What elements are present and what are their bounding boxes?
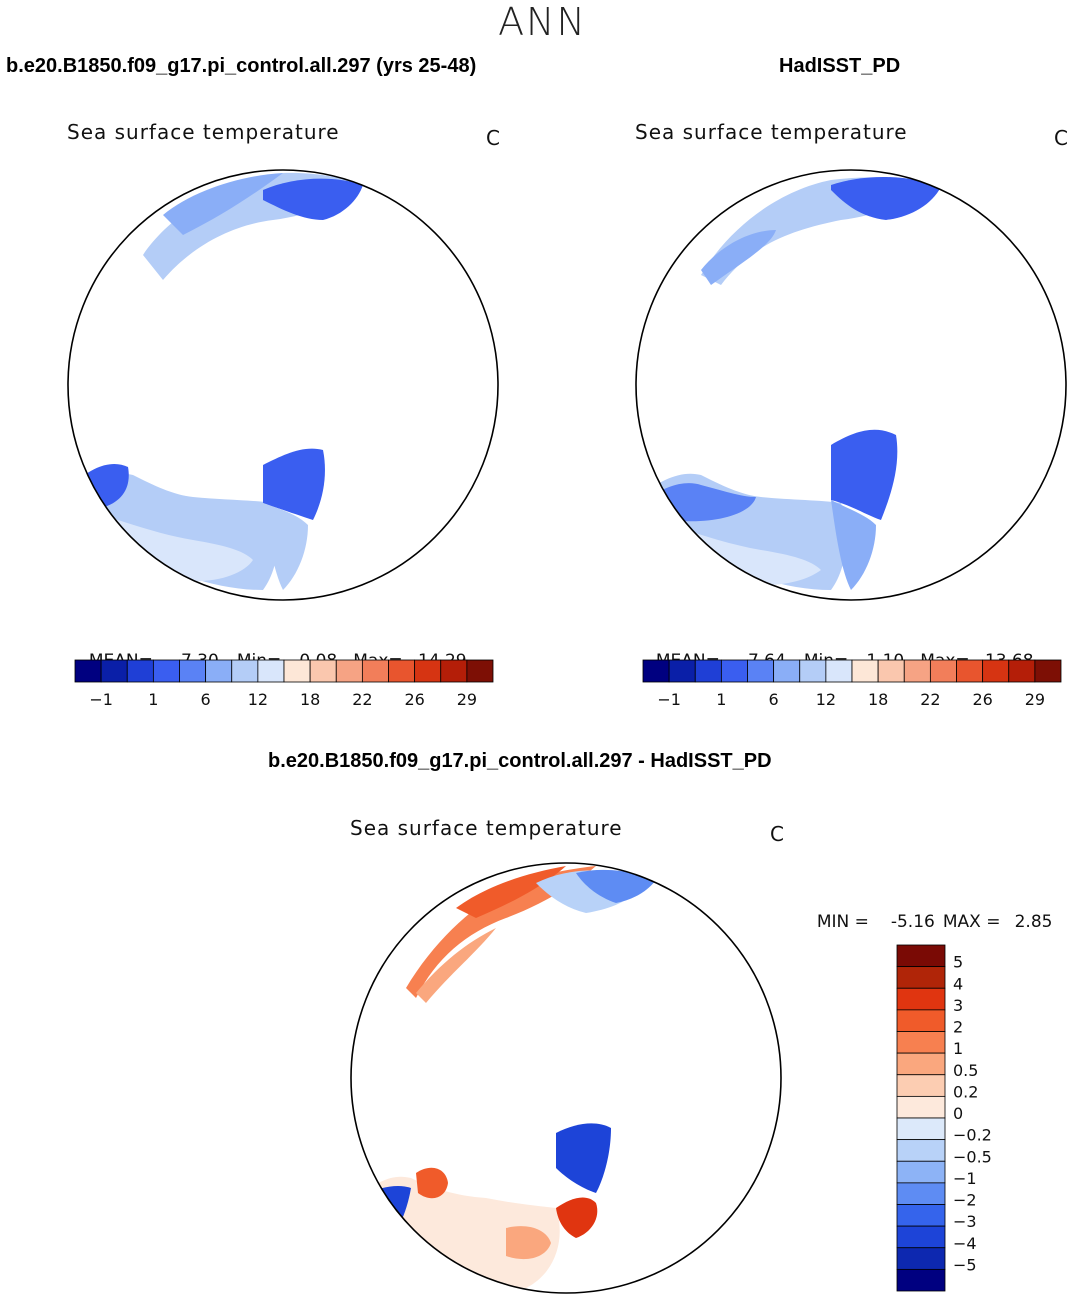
panel-1-colorbar-tick-label: 18 [300, 690, 320, 709]
difference-colorbar-tick-label: 0.5 [953, 1061, 978, 1080]
difference-colorbar-tick-label: −0.5 [953, 1147, 992, 1166]
difference-colorbar-swatch [896, 1139, 946, 1162]
panel-2-colorbar-tick-label: 1 [716, 690, 726, 709]
difference-colorbar-tick-label: 2 [953, 1018, 963, 1037]
panel-2-colorbar-tick-label: 6 [769, 690, 779, 709]
map-boundary [635, 169, 1067, 601]
sst-region [263, 448, 325, 520]
difference-colorbar-tick-label: −0.2 [953, 1126, 992, 1145]
sst-region [416, 1167, 448, 1199]
difference-colorbar-swatch [896, 1095, 946, 1119]
season-title: ANN [498, 0, 587, 44]
panel-2-colorbar-tick-label: −1 [657, 690, 681, 709]
difference-min-max: MIN = -5.16 MAX = 2.85 [806, 892, 1053, 932]
sst-region [576, 869, 656, 903]
difference-colorbar-swatch [896, 1117, 946, 1141]
difference-colorbar-swatch [896, 1268, 946, 1292]
map-boundary [67, 169, 499, 601]
difference-max-label: MAX = [942, 912, 1001, 932]
panel-1-colorbar-swatch [466, 659, 494, 683]
sst-region [831, 176, 941, 220]
difference-colorbar-tick-label: −2 [953, 1191, 977, 1210]
panel-1-colorbar-tick-label: 29 [457, 690, 477, 709]
difference-colorbar-tick-label: 4 [953, 974, 963, 993]
difference-title: b.e20.B1850.f09_g17.pi_control.all.297 -… [268, 750, 772, 772]
difference-colorbar-swatch [896, 987, 946, 1011]
panel-2-colorbar-swatch [1034, 659, 1062, 683]
panel-2-case-title: HadISST_PD [779, 55, 901, 77]
sst-region [556, 1197, 598, 1238]
panel-2-units: C [1054, 126, 1068, 150]
sst-region [831, 429, 898, 520]
panel-2-colorbar-tick-label: 18 [868, 690, 888, 709]
panel-1-colorbar-tick-label: 1 [148, 690, 158, 709]
difference-colorbar-swatch [896, 1182, 946, 1205]
difference-colorbar-swatch [896, 944, 946, 968]
difference-colorbar-tick-label: 5 [953, 953, 963, 972]
difference-min-label: MIN = [816, 912, 869, 932]
sst-region [831, 500, 876, 590]
difference-colorbar-tick-label: 1 [953, 1039, 963, 1058]
difference-colorbar-tick-label: −4 [953, 1234, 977, 1253]
sst-region [416, 928, 496, 1003]
difference-colorbar-swatch [896, 1052, 946, 1076]
sst-field [641, 176, 941, 590]
difference-min-value: -5.16 [890, 912, 935, 932]
difference-variable-title: Sea surface temperature [350, 816, 623, 840]
panel-1-variable-title: Sea surface temperature [67, 120, 340, 144]
sst-region [263, 178, 363, 220]
difference-colorbar-swatch [896, 1009, 946, 1032]
difference-colorbar-swatch [896, 1074, 946, 1097]
sst-region [263, 503, 308, 590]
sst-region [163, 173, 283, 235]
difference-units: C [770, 822, 784, 846]
panel-2-colorbar-tick-label: 12 [816, 690, 836, 709]
difference-colorbar-swatch [896, 1247, 946, 1270]
difference-colorbar-tick-label: 0 [953, 1104, 963, 1123]
sst-region [556, 1123, 611, 1193]
difference-colorbar-swatch [896, 1204, 946, 1227]
sst-region [701, 230, 776, 285]
difference-max-value: 2.85 [1014, 912, 1053, 932]
difference-colorbar-tick-label: −1 [953, 1169, 977, 1188]
panel-1-case-title: b.e20.B1850.f09_g17.pi_control.all.297 (… [6, 55, 477, 77]
panel-1-colorbar-tick-label: 22 [352, 690, 372, 709]
panel-1-colorbar-tick-label: 12 [248, 690, 268, 709]
panel-2-variable-title: Sea surface temperature [635, 120, 908, 144]
difference-colorbar-tick-label: 0.2 [953, 1082, 978, 1101]
panel-2-colorbar-tick-label: 22 [920, 690, 940, 709]
map-boundary [350, 862, 782, 1294]
sst-region [456, 866, 566, 918]
difference-colorbar-swatch [896, 1031, 946, 1054]
difference-colorbar-tick-label: −3 [953, 1212, 977, 1231]
difference-colorbar-tick-label: 3 [953, 996, 963, 1015]
panel-1-colorbar-tick-label: 6 [201, 690, 211, 709]
difference-colorbar-swatch [896, 966, 946, 989]
panel-2-colorbar-tick-label: 26 [972, 690, 992, 709]
difference-colorbar-swatch [896, 1225, 946, 1249]
panel-2-colorbar-tick-label: 29 [1025, 690, 1045, 709]
panel-1-colorbar-tick-label: 26 [404, 690, 424, 709]
sst-region [506, 1226, 551, 1260]
panel-1-units: C [486, 126, 500, 150]
difference-colorbar-swatch [896, 1160, 946, 1184]
panel-1-colorbar-tick-label: −1 [89, 690, 113, 709]
sst-field [73, 172, 363, 590]
difference-colorbar-tick-label: −5 [953, 1255, 977, 1274]
sst-region [103, 515, 253, 582]
